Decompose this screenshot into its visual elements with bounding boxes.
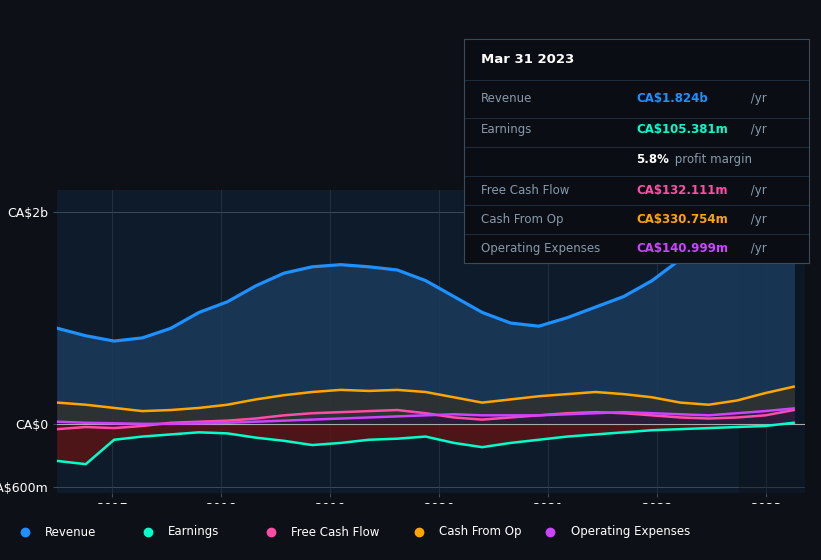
- Text: CA$330.754m: CA$330.754m: [636, 213, 728, 226]
- Text: /yr: /yr: [746, 123, 766, 137]
- Text: Cash From Op: Cash From Op: [481, 213, 563, 226]
- Text: CA$105.381m: CA$105.381m: [636, 123, 728, 137]
- Text: Free Cash Flow: Free Cash Flow: [291, 525, 380, 539]
- Text: profit margin: profit margin: [671, 152, 752, 166]
- Text: Mar 31 2023: Mar 31 2023: [481, 53, 575, 66]
- Text: /yr: /yr: [746, 184, 766, 197]
- Text: CA$132.111m: CA$132.111m: [636, 184, 727, 197]
- Text: /yr: /yr: [746, 92, 766, 105]
- Text: Operating Expenses: Operating Expenses: [571, 525, 690, 539]
- Text: Cash From Op: Cash From Op: [439, 525, 521, 539]
- Text: Revenue: Revenue: [45, 525, 97, 539]
- Text: Operating Expenses: Operating Expenses: [481, 242, 600, 255]
- Text: Free Cash Flow: Free Cash Flow: [481, 184, 570, 197]
- Text: CA$1.824b: CA$1.824b: [636, 92, 708, 105]
- Text: CA$140.999m: CA$140.999m: [636, 242, 728, 255]
- Text: /yr: /yr: [746, 213, 766, 226]
- Text: /yr: /yr: [746, 242, 766, 255]
- Text: 5.8%: 5.8%: [636, 152, 669, 166]
- Text: Revenue: Revenue: [481, 92, 533, 105]
- Text: Earnings: Earnings: [168, 525, 220, 539]
- Text: Earnings: Earnings: [481, 123, 533, 137]
- Bar: [739, 190, 805, 493]
